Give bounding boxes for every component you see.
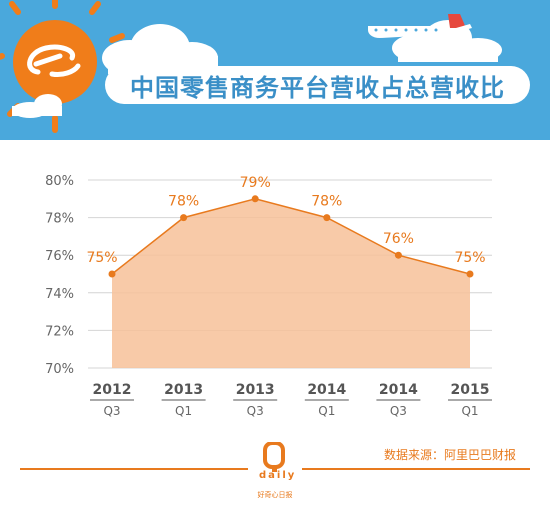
data-point	[323, 214, 331, 222]
sun-icon	[13, 20, 97, 104]
area-chart: 70% 72% 74% 76% 78% 80% 75% 78% 79% 78% 76% 75% 2012…	[45, 174, 492, 418]
y-tick-label: 80%	[45, 174, 74, 189]
x-tick-year: 2013	[164, 382, 203, 398]
area-fill	[112, 198, 470, 368]
x-tick-quarter: Q1	[461, 404, 478, 418]
x-tick-year: 2014	[307, 382, 346, 398]
data-label: 79%	[240, 175, 271, 191]
y-tick-label: 70%	[45, 362, 74, 377]
data-label: 75%	[86, 250, 117, 266]
data-label: 75%	[454, 250, 485, 266]
page-title: 中国零售商务平台营收占总营收比	[130, 73, 505, 102]
x-tick-year: 2015	[451, 382, 490, 398]
data-source: 数据来源：阿里巴巴财报	[383, 448, 516, 462]
data-label: 78%	[311, 194, 342, 210]
series-line	[111, 198, 471, 275]
data-label: 76%	[383, 231, 414, 247]
data-point	[251, 195, 259, 203]
x-tick-quarter: Q3	[390, 404, 407, 418]
x-tick-quarter: Q1	[318, 404, 335, 418]
x-tick-year: 2012	[93, 382, 132, 398]
y-tick-label: 76%	[45, 249, 74, 264]
x-tick-quarter: Q1	[175, 404, 192, 418]
title-pill: 中国零售商务平台营收占总营收比	[105, 66, 530, 104]
x-tick-year: 2013	[236, 382, 275, 398]
logo-word: daily	[259, 470, 297, 481]
footer-divider-left	[20, 468, 248, 470]
qdaily-logo-icon	[263, 442, 285, 472]
data-point	[394, 251, 402, 259]
y-tick-label: 74%	[45, 287, 74, 302]
y-tick-label: 78%	[45, 212, 74, 227]
data-point	[466, 270, 474, 278]
airplane-icon	[368, 14, 472, 46]
x-tick-quarter: Q3	[247, 404, 264, 418]
footer-divider-right	[302, 468, 530, 470]
x-tick-quarter: Q3	[103, 404, 120, 418]
cloud-small	[12, 94, 62, 118]
data-point	[108, 270, 116, 278]
alibaba-logo-icon	[27, 44, 81, 77]
header-banner: 中国零售商务平台营收占总营收比	[0, 0, 550, 140]
y-tick-label: 72%	[45, 324, 74, 339]
data-label: 78%	[168, 194, 199, 210]
x-tick-year: 2014	[379, 382, 418, 398]
data-point	[180, 214, 188, 222]
logo-cn-text: 好奇心日报	[257, 491, 293, 499]
